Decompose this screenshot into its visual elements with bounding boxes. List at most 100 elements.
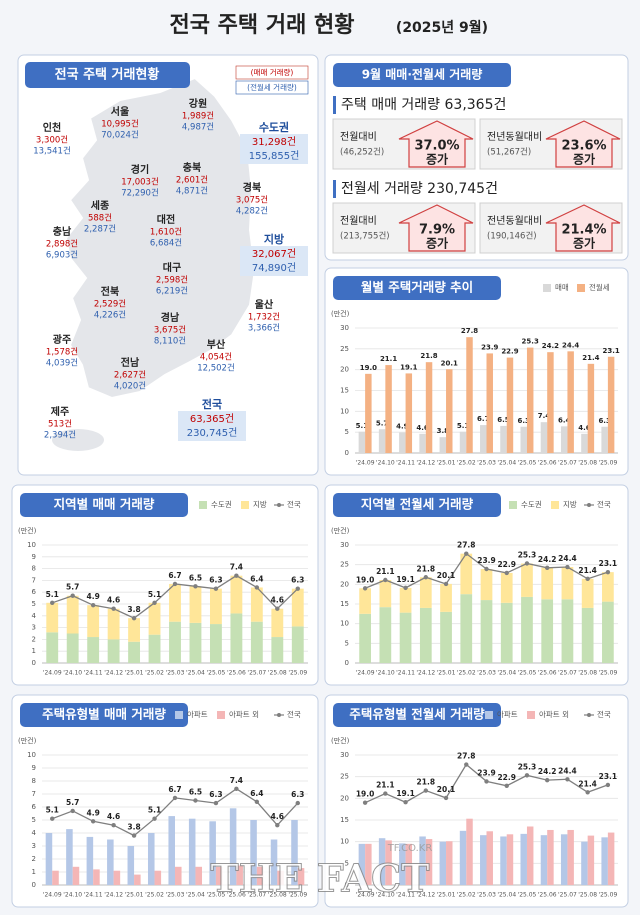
x-tick-label: '25.03 — [166, 892, 185, 899]
bar — [399, 843, 406, 885]
x-tick-label: '24.09 — [356, 460, 375, 467]
y-axis-label: (만건) — [18, 736, 37, 745]
bar — [189, 622, 202, 663]
bar — [113, 870, 121, 885]
legend-box — [235, 65, 309, 80]
bar — [466, 337, 473, 453]
bar — [405, 843, 413, 885]
bar — [607, 356, 615, 453]
bar — [87, 605, 100, 638]
y-tick-label: 3 — [32, 624, 36, 632]
bar — [459, 431, 467, 453]
region-name: 강원 — [189, 97, 207, 110]
region-rent: 4,226건 — [94, 310, 126, 321]
map-legend-rent: (전월세 거래량) — [247, 82, 297, 92]
bar — [250, 621, 263, 663]
bar — [601, 837, 608, 885]
total-sale: 63,365건 — [190, 413, 234, 425]
x-tick-label: '24.10 — [376, 460, 395, 467]
x-tick-label: '24.10 — [63, 670, 82, 677]
x-tick-label: '24.11 — [396, 670, 415, 677]
line-marker — [565, 564, 570, 570]
bar — [271, 637, 284, 663]
bar — [500, 836, 507, 885]
line-marker — [152, 600, 157, 606]
data-label: 21.1 — [380, 355, 397, 363]
region-rent: 70,024건 — [101, 130, 139, 141]
up-arrow — [398, 120, 474, 168]
x-tick-label: '25.09 — [288, 670, 307, 677]
map-heading-bg — [25, 62, 190, 88]
legend-label: 지방 — [253, 499, 267, 509]
bar — [520, 426, 527, 453]
line-marker — [254, 585, 260, 590]
bar — [486, 831, 493, 885]
data-label: 21.8 — [420, 352, 437, 360]
region-name: 충남 — [53, 225, 72, 238]
jeju-map — [52, 429, 104, 451]
data-label: 24.4 — [558, 766, 577, 775]
data-label: 19.1 — [400, 363, 417, 371]
bar — [291, 626, 304, 663]
line-marker — [193, 798, 198, 803]
x-tick-label: '25.08 — [268, 670, 287, 677]
x-tick-label: '24.10 — [376, 670, 395, 677]
line-marker — [383, 577, 388, 583]
region-sale: 4,054건 — [200, 352, 232, 363]
data-label: 21.4 — [578, 779, 597, 788]
region-sale: 3,075건 — [236, 195, 268, 206]
data-label: 3.8 — [127, 605, 140, 614]
bar — [419, 836, 426, 885]
change-base: (46,252건) — [340, 147, 384, 158]
bar — [601, 426, 608, 453]
bar — [500, 572, 513, 603]
bar — [500, 602, 513, 663]
data-label: 6.3 — [598, 417, 611, 425]
bar — [66, 633, 79, 663]
x-tick-label: '24.12 — [416, 670, 435, 677]
bar — [567, 829, 574, 885]
x-tick-label: '24.12 — [416, 892, 435, 899]
bar — [541, 599, 554, 663]
x-tick-label: '25.02 — [145, 670, 164, 677]
y-tick-label: 15 — [340, 387, 349, 395]
bar — [561, 567, 574, 600]
korea-map — [64, 76, 257, 400]
change-label: 전년동월대비 — [487, 215, 542, 227]
bar — [359, 613, 371, 663]
chart-heading-bg — [333, 493, 501, 517]
legend-label: 수도권 — [521, 500, 542, 509]
data-label: 5.1 — [148, 806, 161, 815]
bar — [480, 600, 493, 663]
y-tick-label: 7 — [32, 576, 36, 584]
x-tick-label: '25.04 — [497, 670, 516, 677]
region-sale: 513건 — [48, 419, 72, 430]
y-axis-label: (만건) — [331, 526, 350, 535]
region-sale: 2,601건 — [176, 175, 208, 186]
bar — [195, 866, 203, 885]
x-tick-label: '25.01 — [125, 670, 144, 677]
region-sale: 10,995건 — [101, 119, 139, 130]
change-base: (213,755건) — [340, 231, 390, 242]
region-sale: 3,675건 — [154, 325, 186, 336]
bar — [87, 637, 100, 663]
line-marker — [464, 762, 469, 767]
map-legend-sale: (매매 거래량) — [251, 68, 294, 77]
data-label: 6.7 — [168, 785, 181, 794]
bar — [188, 818, 196, 885]
total-box — [178, 411, 246, 441]
bar — [419, 607, 432, 663]
data-label: 23.9 — [481, 343, 498, 351]
x-tick-label: '25.04 — [186, 892, 205, 899]
up-arrow — [545, 204, 621, 252]
y-tick-label: 8 — [32, 565, 36, 573]
legend-label: 아파트 — [497, 709, 518, 719]
bar — [169, 583, 181, 622]
bar — [230, 613, 243, 663]
y-tick-label: 25 — [340, 773, 349, 781]
x-tick-label: '24.09 — [43, 892, 62, 899]
x-tick-label: '25.03 — [166, 670, 185, 677]
data-label: 20.1 — [441, 359, 458, 367]
data-label: 6.4 — [558, 416, 571, 424]
y-axis-label: (만건) — [18, 526, 37, 535]
